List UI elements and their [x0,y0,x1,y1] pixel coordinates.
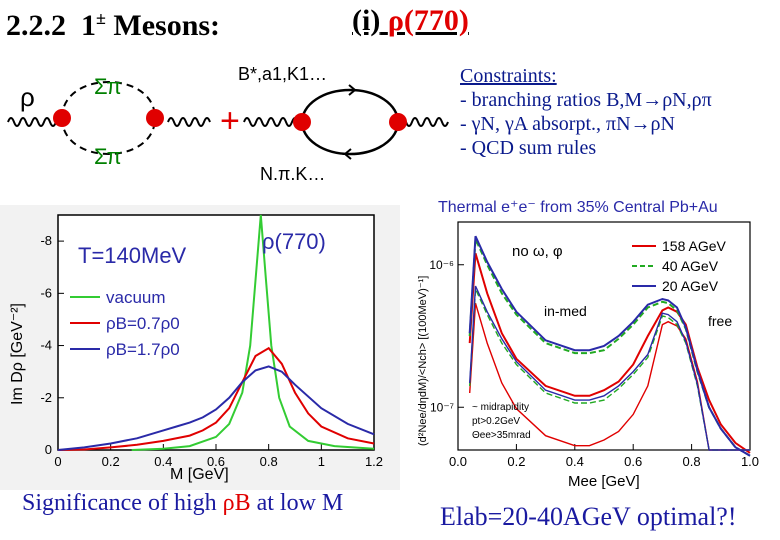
vertex-left-2 [293,113,311,131]
chart-left-ylabel: Im Dρ [GeV⁻²] [9,303,26,405]
legend-40: 40 AGeV [662,258,719,274]
chart-left-title: ρ(770) [262,229,326,254]
annotation-free: free [708,313,732,329]
annotation-temperature: T=140MeV [78,243,187,268]
plus-sign: + [220,102,240,140]
annotation-no-omega: no ω, φ [512,243,563,260]
y-tick-label: -8 [40,233,52,248]
baryon-loop [300,88,400,156]
legend-20: 20 AGeV [662,278,719,294]
loop-top [61,81,156,119]
feynman-diagram: ρ Σπ Σπ + B*,a1,K1… N,π,K… [7,64,449,180]
chart-right-xlabel: Mee [GeV] [568,473,640,490]
legend-vacuum: vacuum [106,288,166,307]
x-tick-label: 0.2 [102,454,120,469]
arrow-top [345,84,358,96]
constraints-list: Constraints: - branching ratios B,M→ρN,ρ… [460,64,712,160]
y-tick-label: -2 [40,390,52,405]
wavy-line-left-2 [243,117,299,127]
vertex-right-2 [389,113,407,131]
x-tick-label: 0.0 [449,454,467,469]
x-tick-label: 1.0 [741,454,759,469]
sigma-pi-bottom: Σπ [94,144,122,169]
y-tick-label: -4 [40,338,52,353]
x-tick-label: 1 [318,454,325,469]
loop-bottom [61,117,156,155]
vertex-right [146,109,164,127]
y-tick-label: -6 [40,285,52,300]
x-tick-label: 0.8 [683,454,701,469]
loop-bottom-label: N,π,K… [260,164,325,180]
wavy-line-right [167,117,211,127]
annotation-midrapidity: ~ midrapidity [472,402,529,413]
wavy-line-right-2 [399,117,449,127]
y-tick-label: 0 [45,442,52,457]
chart-right-frame [457,221,751,451]
series-line-vacuum [131,214,375,451]
spectral-function-chart: 0 0.2 0.4 0.6 0.8 1 1.2 0 -2 -4 -6 -8 T=140MeV ρ(77… [0,205,400,490]
series-line-b070 [57,346,375,451]
annotation-pt-cut: pt>0.2GeV [472,416,520,427]
caption-left: Significance of high ρB at low M [22,490,344,516]
chart-right-ylabel: (d²Nee/dηdM)/<Nch> [(100MeV)⁻¹] [417,276,429,446]
subtitle: (i) ρ(770) [352,4,469,37]
x-tick-label: 0.4 [566,454,584,469]
x-tick-label: 0.2 [507,454,525,469]
dilepton-chart: Thermal e⁺e⁻ from 35% Central Pb+Au 0.0 0… [412,188,780,492]
x-tick-label: 0.6 [624,454,642,469]
constraint-item: - γN, γA absorpt., πN→ρN [460,113,675,135]
legend-density-1: ρB=0.7ρ0 [106,314,180,333]
x-tick-label: 0.4 [154,454,172,469]
annotation-in-med: in-med [544,303,587,319]
caption-right: Elab=20-40AGeV optimal?! [440,502,737,531]
chart-left-xlabel: M [GeV] [170,466,229,483]
vertex-left [53,109,71,127]
x-tick-label: 0.8 [260,454,278,469]
loop-top-label: B*,a1,K1… [238,64,327,84]
annotation-angle-cut: Θee>35mrad [472,430,531,441]
series-free-20agev [469,285,750,451]
constraints-heading: Constraints: [460,65,557,87]
chart-right-title: Thermal e⁺e⁻ from 35% Central Pb+Au [438,199,718,216]
chart-left-frame [57,214,375,451]
series-line-b170 [57,365,375,451]
series-line-158agev [468,253,751,454]
legend-158: 158 AGeV [662,238,726,254]
constraint-item: - branching ratios B,M→ρN,ρπ [460,89,712,111]
x-tick-label: 0 [54,454,61,469]
wavy-line-left [7,117,57,127]
y-tick-label: 10⁻⁶ [429,258,454,272]
y-tick-label: 10⁻⁷ [430,400,454,414]
legend-density-2: ρB=1.7ρ0 [106,340,180,359]
x-tick-label: 1.2 [365,454,383,469]
sigma-pi-top: Σπ [94,74,122,99]
constraint-item: - QCD sum rules [460,137,597,159]
x-tick-label: 0.6 [207,454,225,469]
arrow-bottom [342,148,355,160]
rho-symbol: ρ [20,82,35,112]
series-line-20agev [468,235,751,457]
section-title: 2.2.2 1± Mesons: [6,8,221,42]
